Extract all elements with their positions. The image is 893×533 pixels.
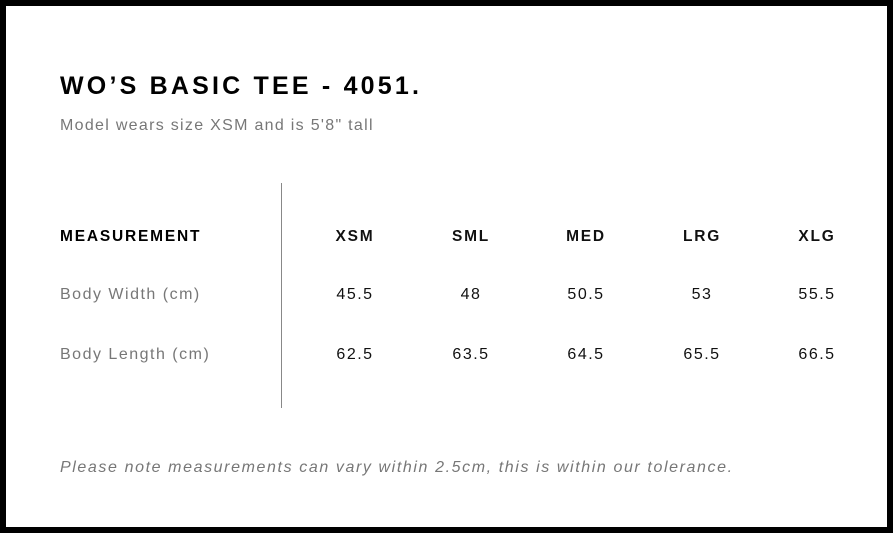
table-cell: 66.5	[798, 346, 836, 363]
size-chart-card: WO’S BASIC TEE - 4051. Model wears size …	[6, 6, 887, 527]
header-sml: SML	[451, 228, 491, 245]
table-cell: 45.5	[336, 286, 374, 303]
table-cell: 65.5	[683, 346, 721, 363]
model-info: Model wears size XSM and is 5'8" tall	[60, 117, 374, 134]
table-cell: 55.5	[798, 286, 836, 303]
header-lrg: LRG	[682, 228, 722, 245]
table-cell: 62.5	[336, 346, 374, 363]
column-divider	[281, 183, 282, 408]
header-measurement: MEASUREMENT	[60, 228, 202, 245]
tolerance-note: Please note measurements can vary within…	[60, 459, 734, 476]
table-cell: 53	[691, 286, 713, 303]
page-title: WO’S BASIC TEE - 4051.	[60, 72, 423, 100]
header-xlg: XLG	[798, 228, 836, 245]
header-med: MED	[566, 228, 606, 245]
header-xsm: XSM	[335, 228, 375, 245]
row-label-body-length: Body Length (cm)	[60, 346, 211, 363]
row-label-body-width: Body Width (cm)	[60, 286, 201, 303]
table-cell: 64.5	[567, 346, 605, 363]
table-cell: 63.5	[452, 346, 490, 363]
table-cell: 50.5	[567, 286, 605, 303]
table-cell: 48	[460, 286, 482, 303]
